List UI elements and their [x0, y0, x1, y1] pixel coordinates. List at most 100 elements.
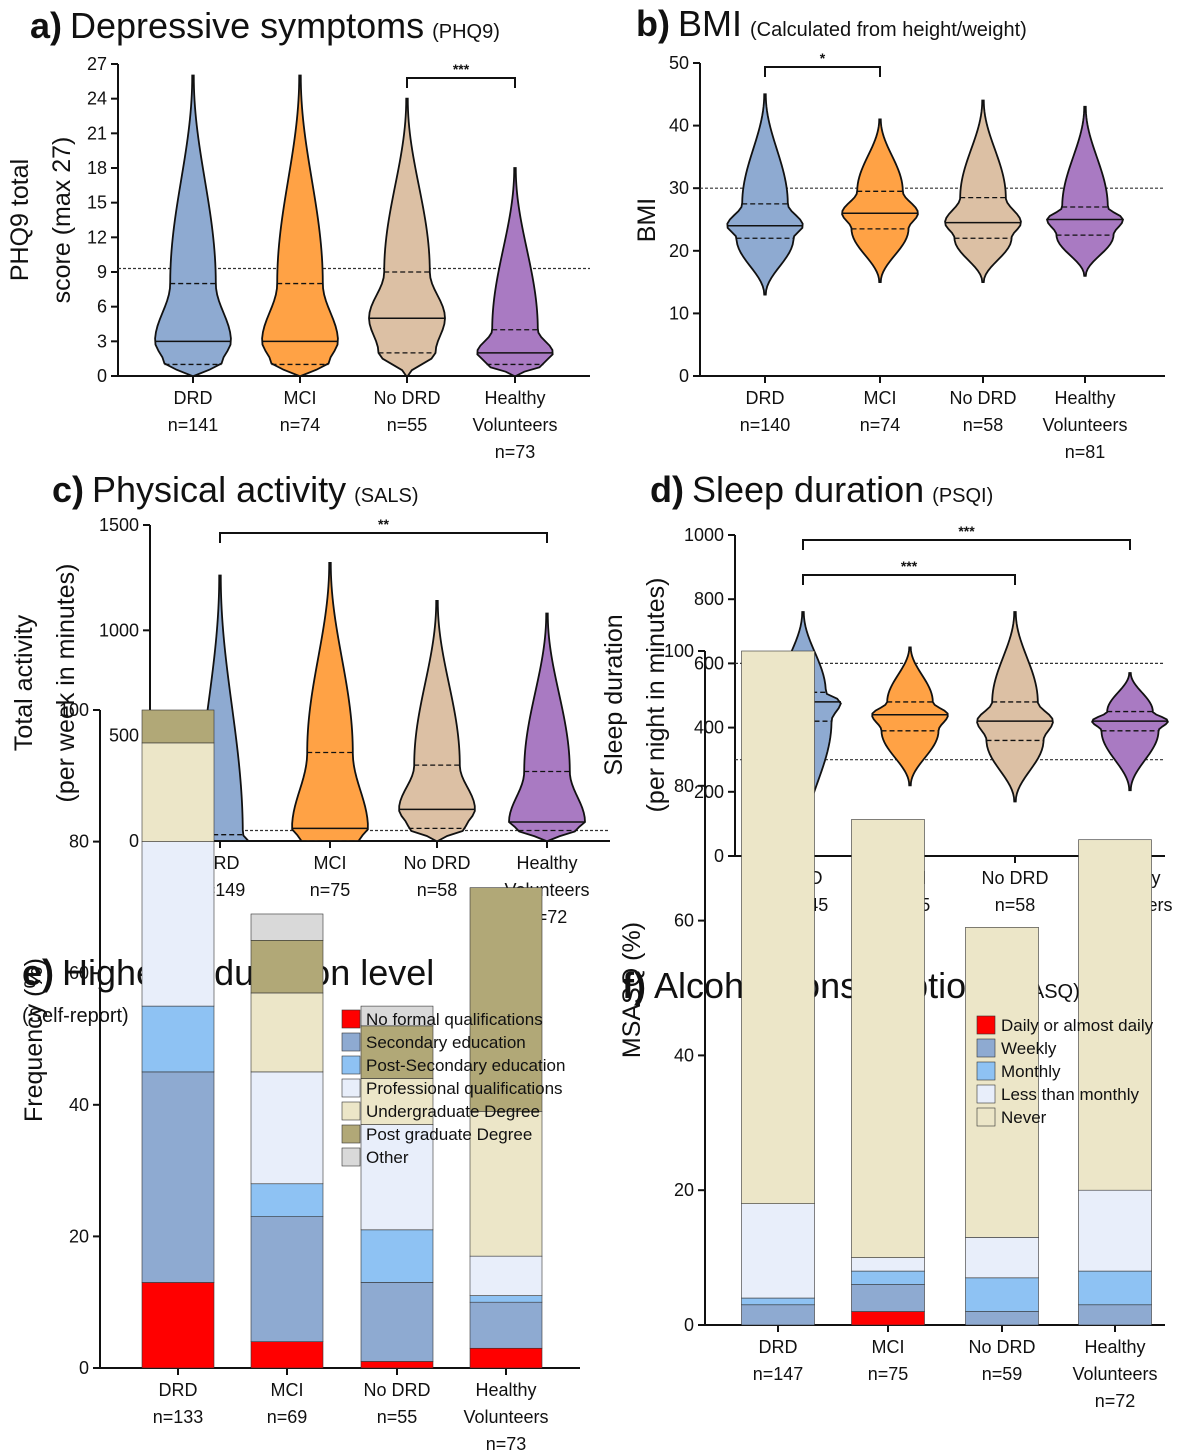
x-tick-label: Volunteers	[472, 415, 557, 435]
x-tick-label: MCI	[284, 388, 317, 408]
panel-title: c) Physical activity (SALS)	[52, 469, 419, 510]
violin	[476, 167, 554, 377]
x-tick-label: DRD	[759, 1337, 798, 1357]
significance-label: *	[820, 50, 826, 66]
title-text: Depressive symptoms	[70, 5, 424, 46]
bar-segment	[141, 841, 215, 1007]
x-tick-label: n=74	[280, 415, 321, 435]
x-tick-label: n=55	[387, 415, 428, 435]
x-tick-label: n=58	[995, 895, 1036, 915]
violin	[368, 97, 446, 377]
y-tick-label: 800	[694, 589, 724, 609]
x-tick-label: Volunteers	[1042, 415, 1127, 435]
x-tick-label: n=133	[153, 1407, 204, 1427]
legend-label: Professional qualifications	[366, 1079, 563, 1098]
bar-segment	[965, 1237, 1039, 1279]
legend-label: Weekly	[1001, 1039, 1057, 1058]
panel-title: a) Depressive symptoms (PHQ9)	[30, 5, 500, 46]
x-tick-label: MCI	[271, 1380, 304, 1400]
x-tick-label: n=141	[168, 415, 219, 435]
y-tick-label: 9	[97, 262, 107, 282]
bar-segment	[141, 1071, 215, 1283]
x-tick-label: No DRD	[981, 868, 1048, 888]
y-tick-label: 15	[87, 193, 107, 213]
x-tick-label: DRD	[174, 388, 213, 408]
title-text: Alcohol consumption	[654, 965, 986, 1006]
violin	[291, 562, 369, 842]
y-tick-label: 60	[69, 963, 89, 983]
x-tick-label: No DRD	[363, 1380, 430, 1400]
x-tick-label: n=55	[377, 1407, 418, 1427]
legend-label: Less than monthly	[1001, 1085, 1139, 1104]
y-tick-label: 0	[714, 846, 724, 866]
legend-label: Never	[1001, 1108, 1047, 1127]
bar-segment	[360, 1025, 434, 1079]
bar-segment	[250, 1216, 324, 1342]
y-tick-label: 10	[669, 303, 689, 323]
panel-title: d) Sleep duration (PSQI)	[650, 469, 993, 510]
bar-segment	[360, 1229, 434, 1283]
bar-segment	[1078, 1304, 1152, 1326]
x-tick-label: n=81	[1065, 442, 1106, 462]
y-tick-label: 0	[684, 1315, 694, 1335]
legend-swatch	[341, 1032, 361, 1052]
legend-swatch	[976, 1015, 996, 1035]
y-axis-label: PHQ9 total	[6, 159, 34, 281]
title-text: BMI	[678, 3, 742, 44]
bar-segment	[250, 913, 324, 941]
y-tick-label: 0	[79, 1358, 89, 1378]
x-tick-label: DRD	[159, 1380, 198, 1400]
bar-segment	[469, 1301, 543, 1349]
x-tick-label: n=75	[868, 1364, 909, 1384]
significance-bracket	[219, 532, 548, 543]
violin	[841, 118, 919, 283]
bar-segment	[1078, 839, 1152, 1191]
x-tick-label: Healthy	[484, 388, 545, 408]
bar-segment	[851, 1257, 925, 1272]
bar-segment	[250, 939, 324, 994]
panel-title: b) BMI (Calculated from height/weight)	[636, 3, 1027, 44]
x-tick-label: MCI	[314, 853, 347, 873]
violin	[1045, 105, 1125, 277]
y-tick-label: 40	[69, 1095, 89, 1115]
legend-label: No formal qualifications	[366, 1010, 543, 1029]
y-tick-label: 500	[109, 726, 139, 746]
y-tick-label: 21	[87, 123, 107, 143]
bar-segment	[1078, 1189, 1152, 1272]
legend-label: Daily or almost daily	[1001, 1016, 1154, 1035]
y-tick-label: 40	[669, 116, 689, 136]
legend-swatch	[976, 1084, 996, 1104]
y-tick-label: 1500	[99, 515, 139, 535]
bar-segment	[250, 1183, 324, 1217]
y-axis-label: BMI	[633, 198, 661, 242]
bar-segment	[469, 1295, 543, 1303]
panel-label: b)	[636, 3, 670, 44]
violin	[508, 612, 586, 842]
x-tick-label: Volunteers	[463, 1407, 548, 1427]
x-tick-label: n=69	[267, 1407, 308, 1427]
x-tick-label: Healthy	[1054, 388, 1115, 408]
panel-label: f)	[622, 965, 646, 1006]
violin	[398, 599, 476, 842]
bar-segment	[360, 1005, 434, 1027]
y-tick-label: 12	[87, 227, 107, 247]
x-tick-label: MCI	[872, 1337, 905, 1357]
violin	[154, 74, 232, 377]
y-tick-label: 30	[669, 178, 689, 198]
y-axis-label: Total activity	[10, 614, 38, 751]
bar-segment	[965, 927, 1039, 1238]
significance-bracket	[406, 77, 516, 88]
y-tick-label: 600	[694, 653, 724, 673]
title-text: Physical activity	[92, 469, 346, 510]
x-tick-label: n=74	[860, 415, 901, 435]
bar-segment	[851, 819, 925, 1258]
bar-segment	[141, 1282, 215, 1369]
y-tick-label: 40	[674, 1045, 694, 1065]
x-tick-label: Volunteers	[1072, 1364, 1157, 1384]
significance-label: ***	[901, 558, 918, 574]
panel-label: c)	[52, 469, 84, 510]
bar-segment	[141, 709, 215, 744]
violin	[726, 93, 804, 296]
violin	[944, 99, 1022, 283]
bar-segment	[250, 1071, 324, 1185]
